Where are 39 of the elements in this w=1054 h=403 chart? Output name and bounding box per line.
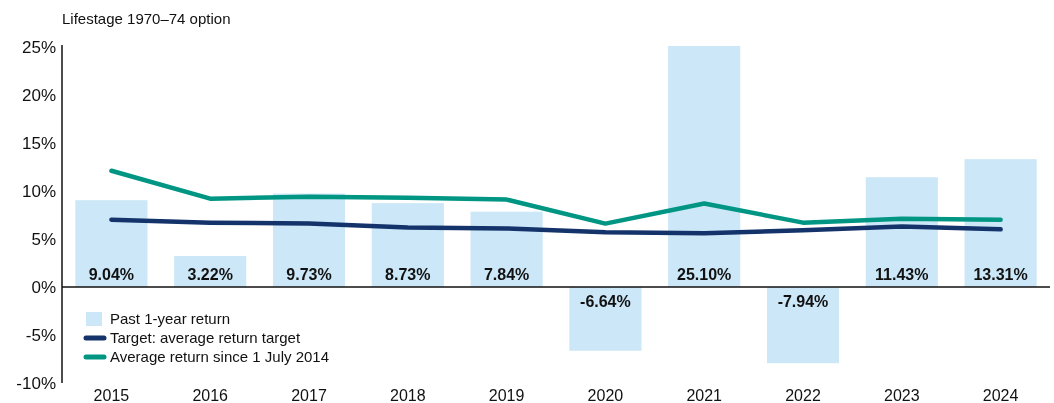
data-label: -7.94% xyxy=(777,292,829,310)
bar xyxy=(75,200,148,287)
x-tick-label: 2023 xyxy=(884,387,920,403)
x-tick-label: 2022 xyxy=(785,387,821,403)
line-series xyxy=(109,168,1003,226)
y-tick-label: 15% xyxy=(21,133,56,153)
chart-title: Lifestage 1970–74 option xyxy=(62,10,231,27)
x-tick-label: 2017 xyxy=(291,387,327,403)
legend-label: Past 1-year return xyxy=(110,309,231,327)
y-tick-label: 25% xyxy=(21,37,56,57)
data-label: 7.84% xyxy=(483,265,530,283)
y-tick-label: 0% xyxy=(31,277,56,297)
data-label: 9.04% xyxy=(88,265,135,283)
x-tick-label: 2015 xyxy=(93,387,130,403)
data-label: 9.73% xyxy=(286,265,332,283)
data-label: 25.10% xyxy=(677,265,732,283)
bar xyxy=(668,45,741,287)
x-tick-label: 2016 xyxy=(192,387,229,403)
y-tick-label: -10% xyxy=(16,374,56,393)
line-series xyxy=(109,217,1003,236)
y-tick-label: 10% xyxy=(21,181,56,201)
data-label: -6.64% xyxy=(580,292,631,310)
bar xyxy=(964,159,1037,287)
y-tick-label: 20% xyxy=(21,85,56,105)
x-tick-label: 2020 xyxy=(587,387,624,403)
x-tick-label: 2021 xyxy=(686,387,723,403)
y-tick-label: -5% xyxy=(25,325,56,345)
bar xyxy=(569,286,642,351)
data-label: 3.22% xyxy=(187,265,233,283)
data-label: 13.31% xyxy=(973,265,1028,283)
x-tick-label: 2019 xyxy=(488,387,525,403)
x-tick-label: 2018 xyxy=(390,387,426,403)
data-label: 8.73% xyxy=(385,265,431,283)
legend-label: Average return since 1 July 2014 xyxy=(110,347,330,365)
x-tick-label: 2024 xyxy=(982,387,1019,403)
y-tick-label: 5% xyxy=(31,229,56,249)
legend-label: Target: average return target xyxy=(110,328,301,346)
bar xyxy=(766,286,840,364)
data-label: 11.43% xyxy=(875,265,929,283)
